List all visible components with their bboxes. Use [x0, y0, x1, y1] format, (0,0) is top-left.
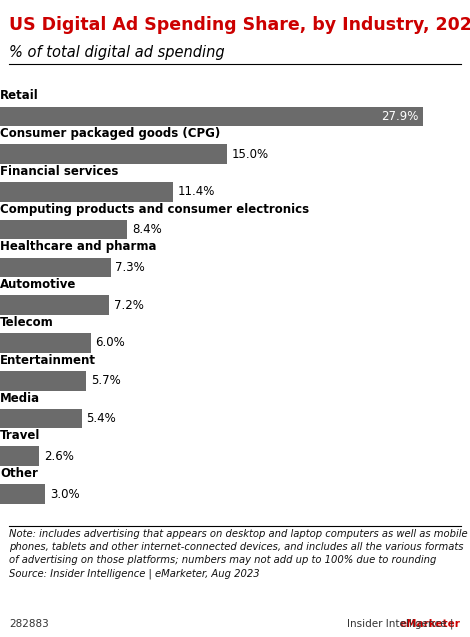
Bar — [0, 106, 423, 126]
Bar — [0, 333, 91, 353]
Bar — [0, 371, 86, 390]
Text: 11.4%: 11.4% — [177, 185, 215, 198]
Text: 5.4%: 5.4% — [86, 412, 116, 425]
Text: 5.7%: 5.7% — [91, 374, 121, 387]
Text: 8.4%: 8.4% — [132, 223, 162, 236]
Text: Retail: Retail — [0, 89, 39, 103]
Text: 2.6%: 2.6% — [44, 450, 74, 462]
Bar — [0, 447, 39, 466]
Text: 27.9%: 27.9% — [381, 110, 418, 123]
Bar — [0, 220, 127, 240]
Bar — [0, 257, 110, 277]
Text: % of total digital ad spending: % of total digital ad spending — [9, 45, 225, 60]
Text: Computing products and consumer electronics: Computing products and consumer electron… — [0, 203, 309, 216]
Text: 15.0%: 15.0% — [232, 148, 269, 161]
Text: eMarketer: eMarketer — [400, 619, 461, 629]
Text: Travel: Travel — [0, 429, 40, 442]
Text: Other: Other — [0, 467, 38, 480]
Text: Insider Intelligence |: Insider Intelligence | — [347, 619, 457, 629]
Text: Consumer packaged goods (CPG): Consumer packaged goods (CPG) — [0, 127, 220, 140]
Text: Telecom: Telecom — [0, 316, 54, 329]
Text: Media: Media — [0, 392, 40, 404]
Bar — [0, 409, 82, 428]
Text: 7.3%: 7.3% — [115, 261, 145, 274]
Text: 7.2%: 7.2% — [114, 299, 143, 311]
Text: Note: includes advertising that appears on desktop and laptop computers as well : Note: includes advertising that appears … — [9, 529, 468, 579]
Text: Entertainment: Entertainment — [0, 354, 96, 367]
Text: Healthcare and pharma: Healthcare and pharma — [0, 240, 157, 254]
Text: Financial services: Financial services — [0, 165, 118, 178]
Bar — [0, 182, 173, 202]
Bar — [0, 296, 109, 315]
Bar — [0, 144, 227, 164]
Text: 282883: 282883 — [9, 619, 49, 629]
Text: US Digital Ad Spending Share, by Industry, 2023: US Digital Ad Spending Share, by Industr… — [9, 16, 470, 34]
Text: 6.0%: 6.0% — [95, 336, 125, 350]
Bar — [0, 484, 46, 504]
Text: 3.0%: 3.0% — [50, 487, 79, 501]
Text: Automotive: Automotive — [0, 278, 76, 291]
